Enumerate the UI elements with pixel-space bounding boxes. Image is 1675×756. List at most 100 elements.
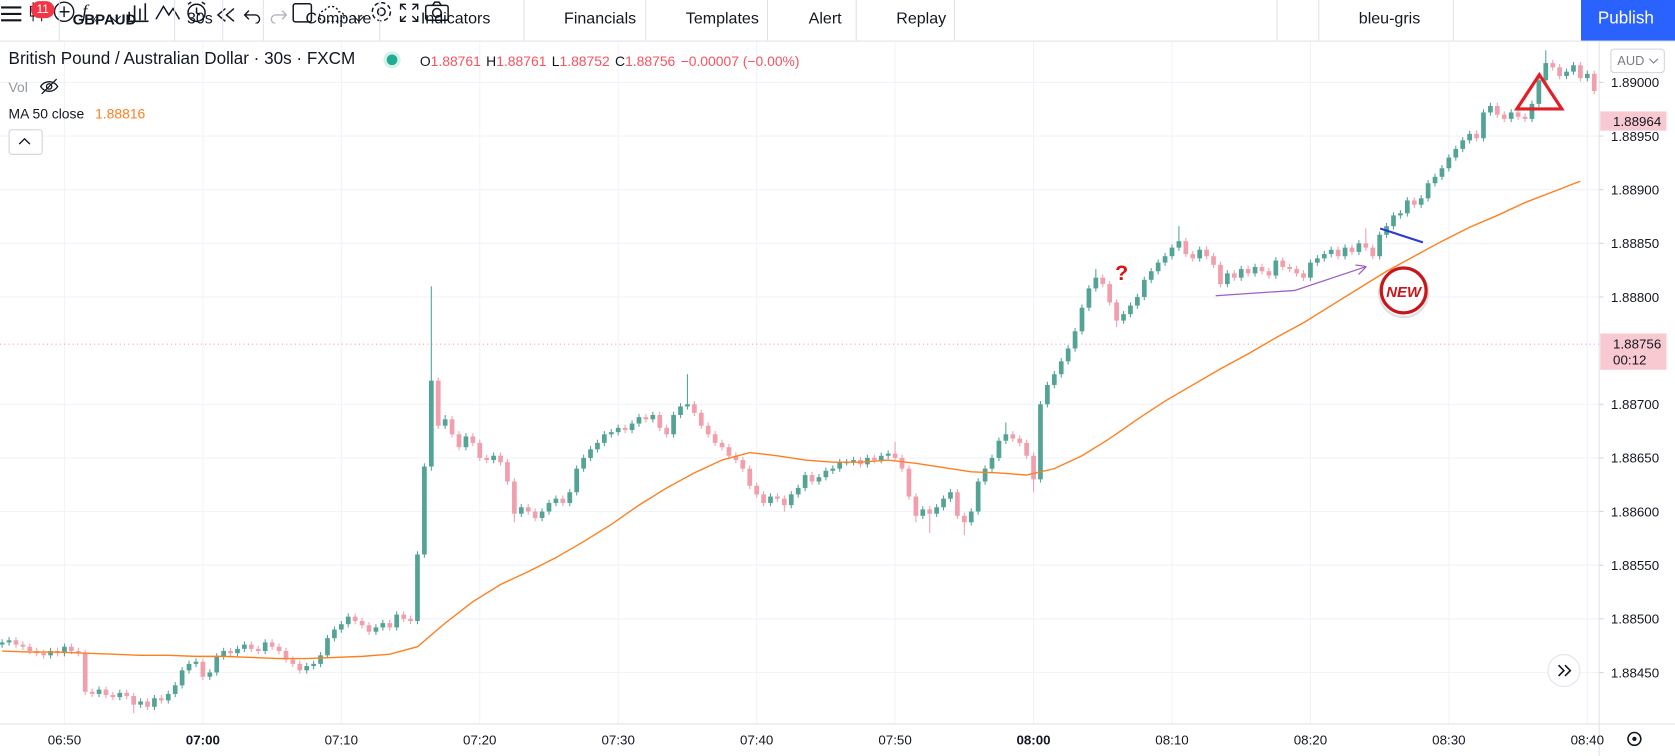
candle-body xyxy=(1321,254,1327,259)
candle-body xyxy=(996,440,1002,458)
separator xyxy=(379,0,381,41)
candle-body xyxy=(13,640,19,645)
candle-body xyxy=(1100,277,1106,285)
candle-body xyxy=(567,492,573,503)
replay-button[interactable]: Replay xyxy=(896,9,947,28)
candle-body xyxy=(553,498,559,503)
replay-icon xyxy=(216,7,235,22)
candle-body xyxy=(1211,256,1216,265)
candle-body xyxy=(1529,103,1535,119)
candle-body xyxy=(671,414,676,435)
candle-body xyxy=(948,492,953,499)
candle-body xyxy=(878,455,884,461)
drawings: ? NEW xyxy=(1115,71,1565,319)
currency-button[interactable] xyxy=(1610,48,1665,74)
separator xyxy=(645,0,647,41)
candle-body xyxy=(712,434,718,443)
fullscreen-button[interactable] xyxy=(398,2,419,23)
candle-body xyxy=(82,653,88,692)
candle-body xyxy=(1301,273,1306,278)
candle-body xyxy=(1418,198,1424,205)
layout-name[interactable]: bleu-gris xyxy=(1358,9,1421,28)
layout-button[interactable] xyxy=(292,2,313,23)
candle-body xyxy=(1031,455,1036,480)
candle-body xyxy=(788,494,794,506)
collapse-legend-button[interactable] xyxy=(8,129,43,155)
y-tick-label: 1.88700 xyxy=(1611,397,1659,412)
candle-body xyxy=(781,498,787,506)
separator xyxy=(222,0,224,41)
candle-body xyxy=(352,616,358,621)
candle-body xyxy=(1543,63,1549,81)
candle-body xyxy=(560,498,566,503)
financials-button[interactable]: Financials xyxy=(564,9,637,28)
alert-button[interactable]: Alert xyxy=(808,9,842,28)
compare-button[interactable]: Compare xyxy=(305,9,372,28)
candle-body xyxy=(1176,241,1182,248)
candle-body xyxy=(885,453,891,456)
last-price-label: 1.88756 xyxy=(1613,336,1661,351)
candle-body xyxy=(1536,80,1542,104)
candle-body xyxy=(359,620,365,626)
candle-body xyxy=(1058,361,1064,375)
symbol[interactable]: GBPAUD xyxy=(72,10,137,28)
candle-body xyxy=(1245,269,1251,274)
candle-body xyxy=(69,646,74,652)
candle-body xyxy=(518,507,524,514)
candle-body xyxy=(179,670,185,686)
volume-label: Vol xyxy=(8,79,28,96)
candle-body xyxy=(1522,116,1528,119)
redo-button[interactable] xyxy=(268,9,287,25)
undo-button[interactable] xyxy=(243,9,263,25)
publish-button[interactable] xyxy=(1580,0,1675,41)
candle-body xyxy=(622,427,628,431)
question-mark: ? xyxy=(1115,261,1128,285)
candle-body xyxy=(290,659,296,664)
candle-body xyxy=(200,661,206,677)
candle-body xyxy=(1231,273,1237,278)
purple-arrow xyxy=(1215,267,1366,297)
candle-body xyxy=(1197,249,1203,259)
candle-body xyxy=(276,646,282,652)
candle-body xyxy=(186,663,192,671)
separator xyxy=(766,0,769,41)
candle-body xyxy=(1038,404,1043,480)
candle-body xyxy=(345,616,351,625)
indicators-button[interactable]: Indicators xyxy=(420,9,491,28)
candle-body xyxy=(1328,249,1334,255)
settings-icon[interactable] xyxy=(1627,731,1642,747)
candle-body xyxy=(1141,279,1147,297)
candle-body xyxy=(366,625,372,632)
snapshot-button[interactable] xyxy=(424,0,450,23)
candle-body xyxy=(442,419,448,426)
candle-body xyxy=(311,663,316,667)
menu-button[interactable] xyxy=(0,4,24,23)
candle-body xyxy=(235,648,240,654)
candle-body xyxy=(470,436,476,443)
candle-body xyxy=(1370,247,1376,257)
candle-body xyxy=(636,417,642,424)
candle-body xyxy=(1155,262,1161,272)
candle-body xyxy=(110,695,116,698)
candle-body xyxy=(705,425,711,435)
candle-body xyxy=(1086,288,1092,308)
candle-body xyxy=(1190,254,1196,259)
blue-line xyxy=(1379,227,1424,244)
x-tick-label: 06:50 xyxy=(48,732,81,747)
candle-body xyxy=(262,642,268,652)
candle-body xyxy=(1079,307,1085,332)
hidden-icon[interactable] xyxy=(38,77,59,96)
indicators-chevron[interactable] xyxy=(109,15,122,24)
candle-body xyxy=(1488,106,1493,113)
candle-body xyxy=(401,614,406,619)
templates-button[interactable]: Templates xyxy=(685,9,759,28)
layout-chevron[interactable] xyxy=(352,15,365,24)
candle-body xyxy=(532,511,538,518)
candle-body xyxy=(539,511,545,518)
interval[interactable]: 30s xyxy=(186,9,213,28)
candle-body xyxy=(387,623,393,628)
settings-button[interactable] xyxy=(370,0,394,23)
candle-body xyxy=(678,406,683,415)
candle-body xyxy=(809,475,815,482)
x-tick-label: 08:40 xyxy=(1571,732,1604,747)
